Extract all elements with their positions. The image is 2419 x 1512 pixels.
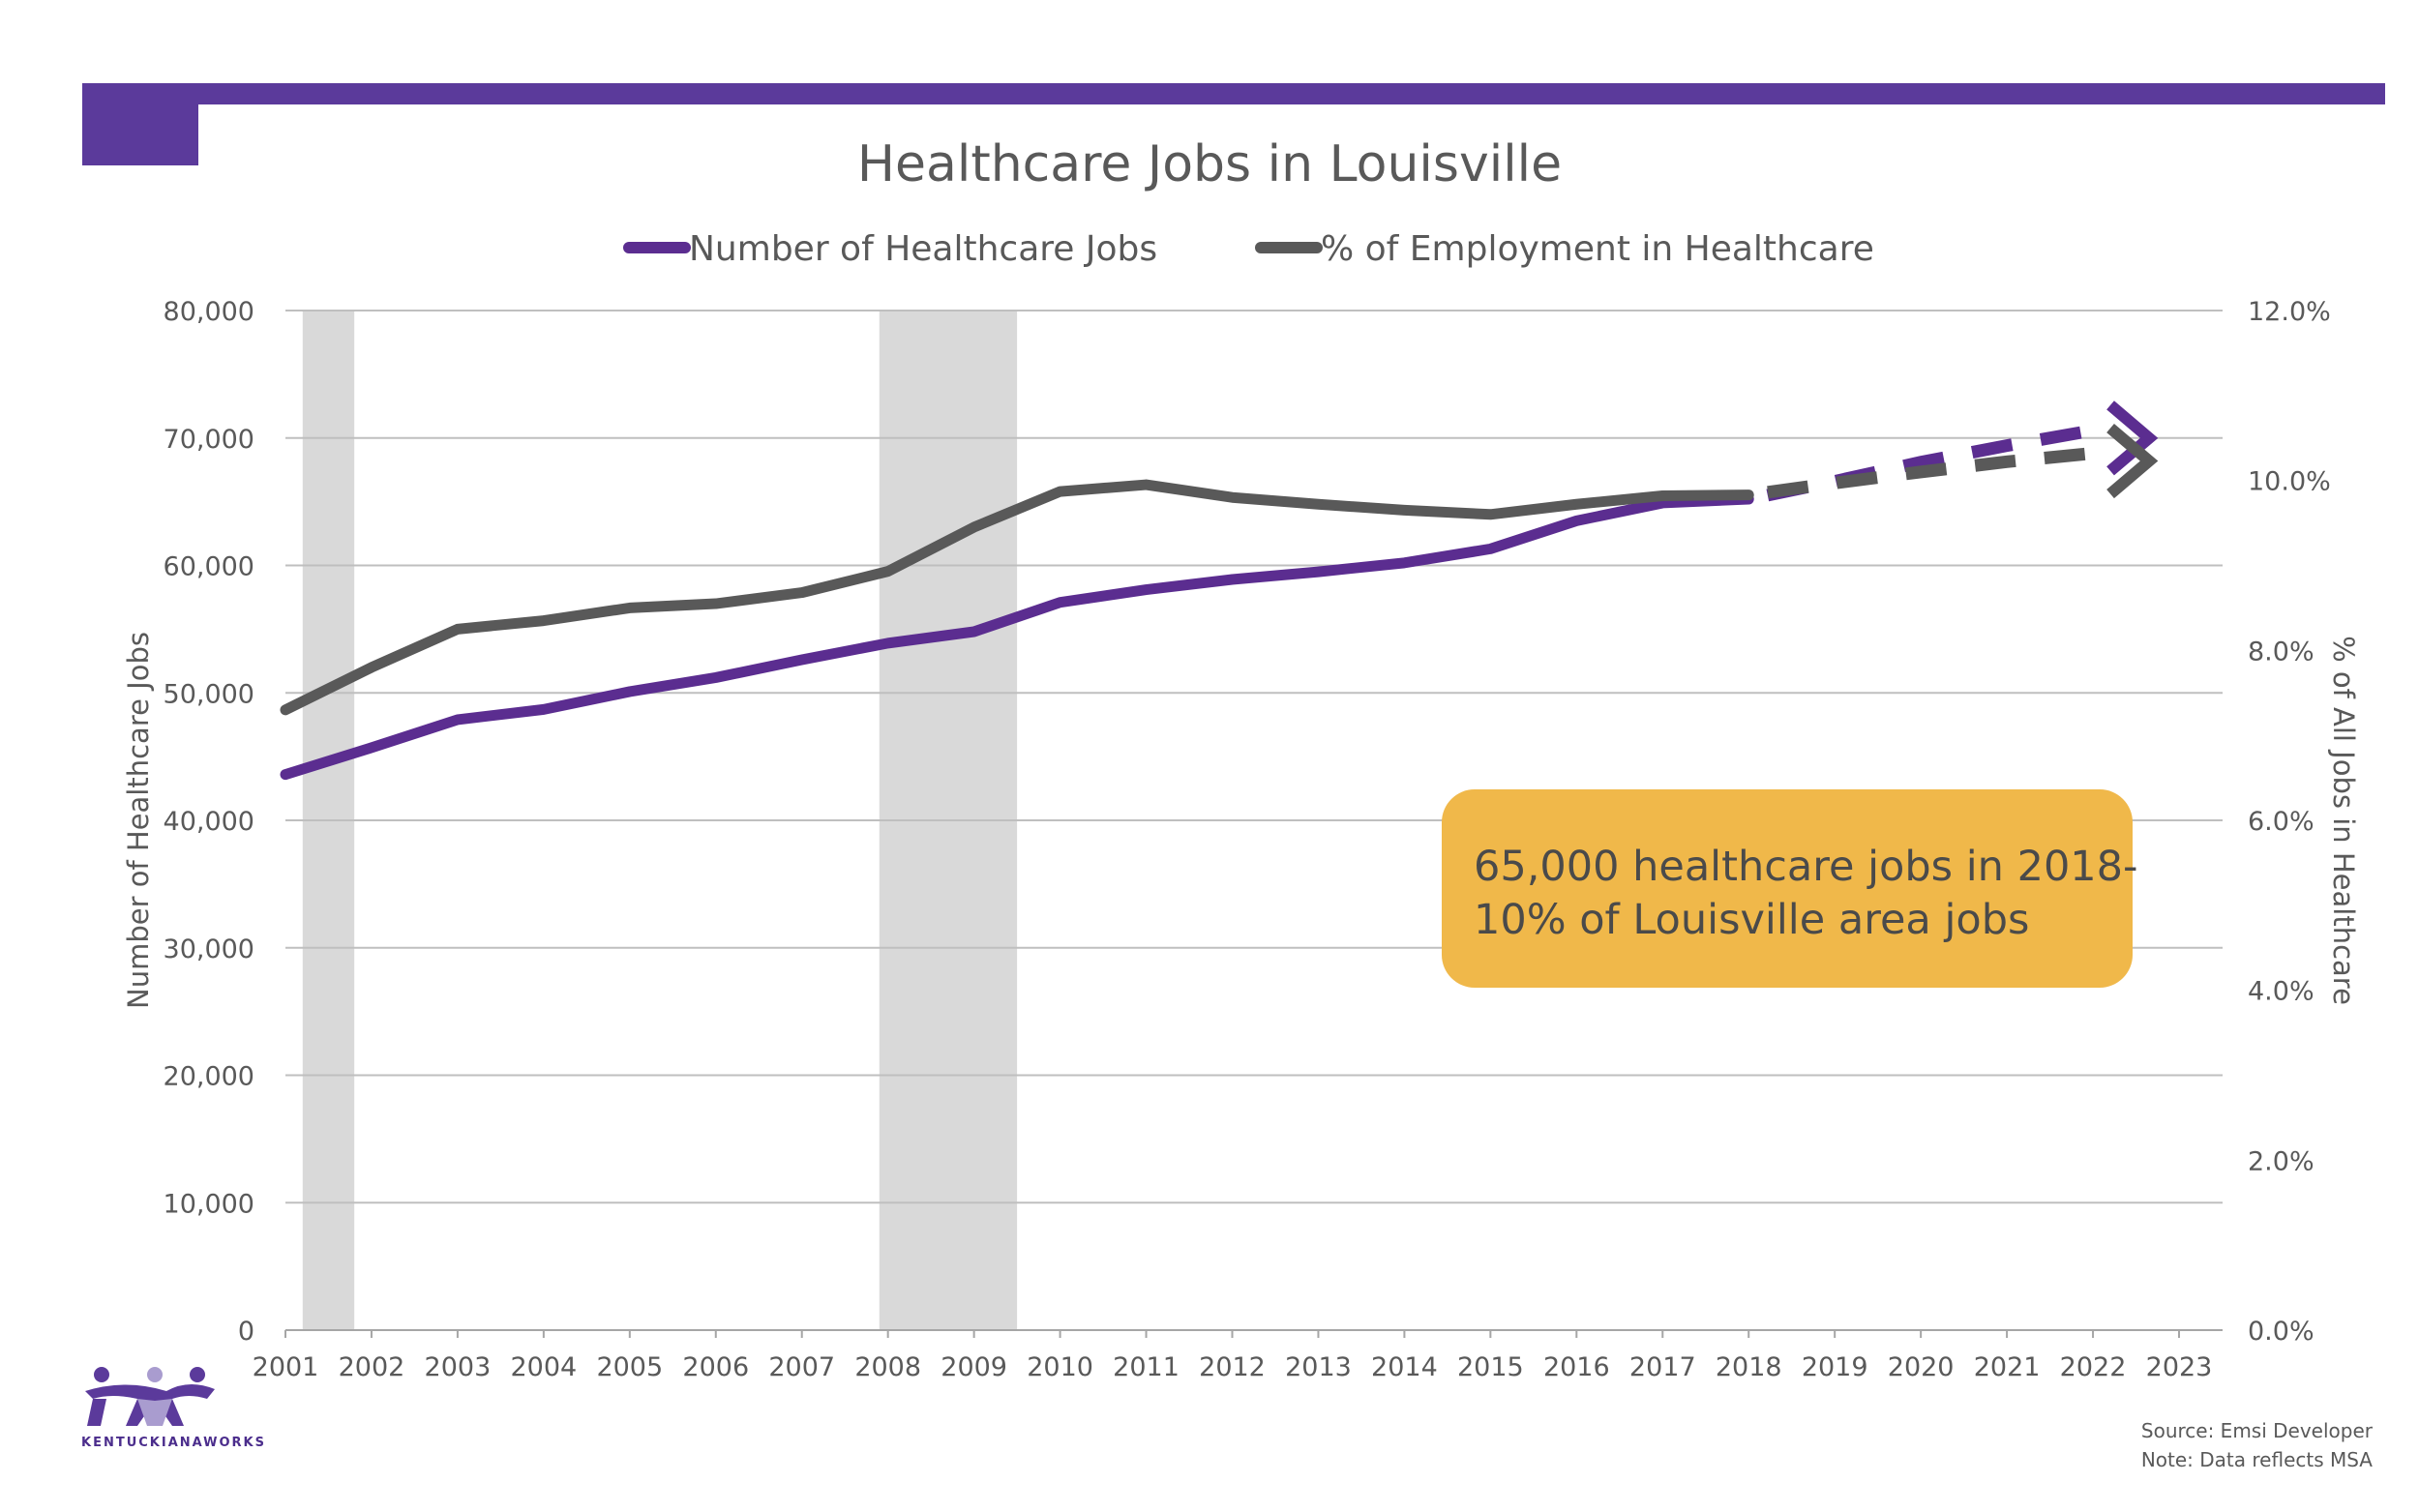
x-tick-label: 2004 bbox=[511, 1352, 578, 1382]
kentuckiana-works-logo: KENTUCKIANAWORKS bbox=[81, 1367, 266, 1450]
annotation-box bbox=[1442, 789, 2133, 988]
series-2-arrow-icon bbox=[2106, 423, 2159, 499]
header-accent-bar bbox=[82, 83, 2385, 104]
x-tick-label: 2011 bbox=[1113, 1352, 1180, 1382]
series-1-arrow-icon bbox=[2106, 400, 2159, 476]
logo-figures-icon bbox=[85, 1367, 215, 1426]
source-line-2: Note: Data reflects MSA bbox=[2141, 1448, 2373, 1471]
x-tick-label: 2001 bbox=[253, 1352, 319, 1382]
header-accent-block bbox=[82, 83, 198, 165]
legend-label-jobs: Number of Healthcare Jobs bbox=[689, 229, 1157, 269]
y-tick-label: 30,000 bbox=[164, 934, 254, 964]
left-axis-title: Number of Healthcare Jobs bbox=[122, 632, 155, 1009]
y-tick-label: 50,000 bbox=[164, 679, 254, 709]
right-axis-title: % of All Jobs in Healthcare bbox=[2327, 636, 2360, 1005]
x-tick-label: 2013 bbox=[1285, 1352, 1352, 1382]
y2-tick-label: 12.0% bbox=[2248, 297, 2331, 327]
x-tick-label: 2005 bbox=[596, 1352, 663, 1382]
series-line-2 bbox=[280, 479, 1754, 716]
legend: Number of Healthcare Jobs % of Employmen… bbox=[623, 229, 1874, 269]
right-axis-ticks: 0.0% 2.0% 4.0% 6.0% 8.0% 10.0% 12.0% bbox=[2248, 297, 2331, 1347]
y-tick-label: 10,000 bbox=[164, 1189, 254, 1219]
x-tick-label: 2017 bbox=[1629, 1352, 1696, 1382]
x-tick-label: 2015 bbox=[1457, 1352, 1524, 1382]
legend-label-percent: % of Employment in Healthcare bbox=[1321, 229, 1874, 269]
y-tick-label: 20,000 bbox=[164, 1062, 254, 1092]
x-tick-label: 2022 bbox=[2060, 1352, 2127, 1382]
y-tick-label: 60,000 bbox=[164, 552, 254, 582]
y2-tick-label: 6.0% bbox=[2248, 807, 2314, 837]
y-tick-label: 80,000 bbox=[164, 297, 254, 327]
x-tick-label: 2009 bbox=[941, 1352, 1007, 1382]
logo-text: KENTUCKIANAWORKS bbox=[81, 1436, 266, 1450]
x-tick-label: 2010 bbox=[1027, 1352, 1093, 1382]
x-axis-ticks: 2001 2002 2003 2004 2005 2006 2007 2008 2009 2010… bbox=[253, 1330, 2213, 1382]
x-tick-label: 2016 bbox=[1543, 1352, 1610, 1382]
series-lines bbox=[280, 400, 2159, 781]
x-tick-label: 2023 bbox=[2146, 1352, 2213, 1382]
x-tick-label: 2019 bbox=[1802, 1352, 1868, 1382]
chart-title: Healthcare Jobs in Louisville bbox=[857, 135, 1562, 193]
x-tick-label: 2021 bbox=[1974, 1352, 2041, 1382]
source-line-1: Source: Emsi Developer bbox=[2141, 1419, 2374, 1442]
x-tick-label: 2014 bbox=[1371, 1352, 1438, 1382]
y-tick-label: 0 bbox=[238, 1317, 254, 1347]
series-2-projection bbox=[1747, 447, 2094, 502]
x-tick-label: 2020 bbox=[1888, 1352, 1955, 1382]
annotation-callout: 65,000 healthcare jobs in 2018- 10% of L… bbox=[1442, 789, 2138, 988]
x-tick-label: 2012 bbox=[1199, 1352, 1266, 1382]
x-tick-label: 2003 bbox=[425, 1352, 492, 1382]
y2-tick-label: 10.0% bbox=[2248, 467, 2331, 497]
y2-tick-label: 2.0% bbox=[2248, 1146, 2314, 1176]
x-tick-label: 2018 bbox=[1716, 1352, 1782, 1382]
left-axis-ticks: 0 10,000 20,000 30,000 40,000 50,000 60,000 70,… bbox=[164, 297, 254, 1347]
series-line-1 bbox=[280, 493, 1754, 781]
y-tick-label: 40,000 bbox=[164, 807, 254, 837]
y2-tick-label: 0.0% bbox=[2248, 1317, 2314, 1347]
annotation-line-1: 65,000 healthcare jobs in 2018- bbox=[1474, 843, 2138, 891]
x-tick-label: 2008 bbox=[854, 1352, 921, 1382]
y2-tick-label: 8.0% bbox=[2248, 637, 2314, 667]
annotation-line-2: 10% of Louisville area jobs bbox=[1474, 896, 2029, 944]
x-tick-label: 2002 bbox=[339, 1352, 405, 1382]
y2-tick-label: 4.0% bbox=[2248, 977, 2314, 1007]
x-tick-label: 2007 bbox=[768, 1352, 835, 1382]
y-tick-label: 70,000 bbox=[164, 425, 254, 455]
x-tick-label: 2006 bbox=[682, 1352, 749, 1382]
